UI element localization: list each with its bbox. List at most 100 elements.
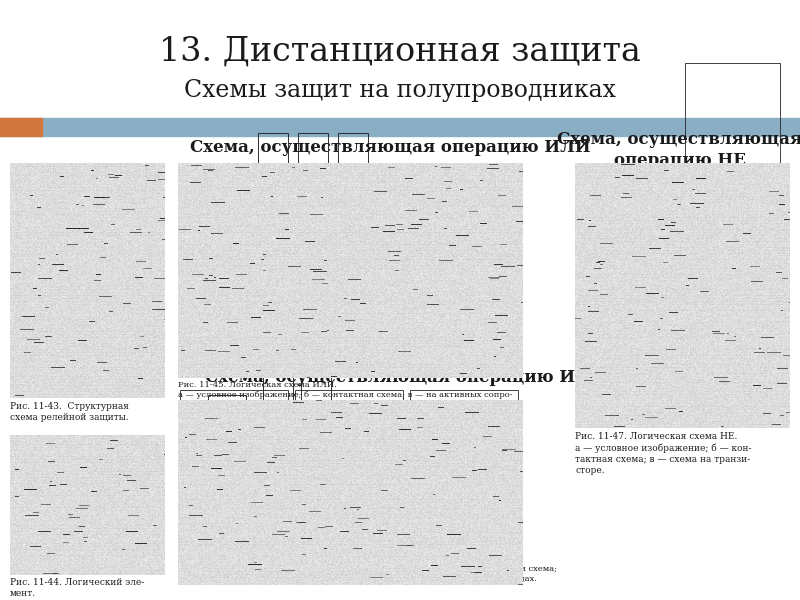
Text: Входной
сигнал: Входной сигнал: [20, 464, 48, 475]
Text: A: A: [183, 271, 187, 275]
Text: г): г): [345, 358, 351, 367]
Text: B: B: [298, 295, 302, 301]
Text: B: B: [183, 527, 187, 533]
Text: Выходной
сигнал: Выходной сигнал: [118, 464, 151, 475]
Bar: [65, 228, 103, 258]
Text: x: x: [388, 300, 392, 306]
Text: Т: Т: [758, 274, 762, 283]
Bar: [258, 133, 288, 188]
Text: Рис. 11-43.  Структурная
схема релейной защиты.: Рис. 11-43. Структурная схема релейной з…: [10, 402, 129, 422]
Text: A: A: [298, 497, 302, 503]
Bar: [208, 395, 246, 420]
Bar: [410, 390, 518, 480]
Text: ТН: ТН: [18, 280, 26, 286]
Text: б): б): [311, 469, 319, 478]
Text: Uвх: Uвх: [25, 500, 35, 505]
Text: x: x: [503, 517, 507, 523]
Text: ЛЧ: ЛЧ: [123, 269, 134, 277]
Bar: [338, 133, 368, 188]
Text: x: x: [250, 429, 254, 435]
Text: НЕ: НЕ: [608, 245, 620, 253]
Text: 1→: 1→: [580, 246, 590, 252]
Text: x: x: [273, 517, 277, 523]
Text: д): д): [459, 358, 467, 367]
Text: Uвых: Uвых: [118, 500, 133, 505]
Text: ИО: ИО: [82, 334, 94, 343]
Bar: [605, 166, 643, 188]
Bar: [188, 165, 233, 193]
Text: А: А: [275, 437, 281, 446]
Text: д): д): [459, 575, 467, 584]
Bar: [301, 370, 331, 418]
Bar: [295, 163, 403, 258]
Text: С: С: [350, 211, 356, 220]
Text: B: B: [413, 295, 418, 301]
Text: ЛЭ: ЛЭ: [78, 484, 91, 493]
Text: Схема, осуществляющая операцию И: Схема, осуществляющая операцию И: [205, 370, 575, 386]
Text: X(A): X(A): [647, 188, 663, 197]
Text: в): в): [230, 575, 237, 584]
Text: x: x: [358, 178, 362, 184]
Text: г): г): [345, 575, 351, 584]
Text: Рис. 11-45. Логическая схема ИЛИ.
а — условное изображение; б — контактная схема: Рис. 11-45. Логическая схема ИЛИ. а — ус…: [178, 381, 513, 409]
Text: Схема, осуществляющая
операцию НЕ: Схема, осуществляющая операцию НЕ: [558, 131, 800, 169]
Bar: [55, 475, 115, 503]
Text: C—: C—: [181, 209, 192, 214]
Bar: [0, 118, 800, 136]
Text: Схемы защит на полупроводниках: Схемы защит на полупроводниках: [184, 79, 616, 101]
Text: а): а): [214, 448, 222, 457]
Text: Рис. 11-47. Логическая схема НЕ.
а — условное изображение; б — кон-
тактная схем: Рис. 11-47. Логическая схема НЕ. а — усл…: [575, 432, 751, 475]
Bar: [50, 293, 125, 323]
Text: C: C: [413, 320, 418, 325]
Bar: [180, 390, 288, 480]
Text: B—: B—: [196, 430, 206, 434]
Text: Вых: Вых: [122, 236, 134, 241]
Text: В: В: [314, 437, 318, 446]
Text: Рис. 11-46. Логическая схема И.
а — условное изображение; б — контактная схема;
: Рис. 11-46. Логическая схема И. а — усло…: [330, 555, 557, 583]
Text: или: или: [203, 204, 217, 210]
Text: а): а): [601, 214, 609, 223]
Text: x: x: [236, 204, 240, 210]
Text: в): в): [230, 358, 237, 367]
Text: А: А: [270, 211, 276, 220]
Text: A: A: [183, 497, 187, 503]
Text: x: x: [503, 300, 507, 306]
Text: +: +: [350, 176, 357, 185]
Text: B—: B—: [181, 197, 191, 202]
Text: Rб: Rб: [690, 241, 698, 245]
Bar: [180, 163, 288, 258]
Text: B: B: [298, 527, 302, 533]
Text: +: +: [77, 181, 83, 190]
Text: A а): A а): [580, 268, 594, 274]
Text: б): б): [601, 278, 609, 287]
Text: Схема, осуществляющая операцию ИЛИ: Схема, осуществляющая операцию ИЛИ: [190, 139, 590, 157]
Text: A—: A—: [181, 185, 191, 191]
Text: И: И: [223, 427, 230, 436]
Text: A: A: [413, 497, 418, 503]
Text: б): б): [339, 244, 347, 253]
Bar: [410, 163, 518, 258]
Text: Рис. 11-44. Логический эле-
мент.: Рис. 11-44. Логический эле- мент.: [10, 578, 144, 598]
Bar: [110, 228, 148, 258]
Text: x: x: [343, 415, 347, 421]
Bar: [295, 390, 403, 480]
Text: В: В: [310, 211, 315, 220]
Text: а): а): [192, 223, 200, 232]
Text: B: B: [413, 527, 418, 533]
Text: C: C: [298, 320, 302, 325]
Text: B: B: [183, 295, 187, 301]
Text: 1→: 1→: [585, 196, 595, 202]
Text: ИО: ИО: [78, 269, 90, 277]
Bar: [595, 216, 633, 238]
Text: C: C: [183, 320, 187, 325]
Bar: [0, 118, 42, 136]
Text: 13. Дистанционная защита: 13. Дистанционная защита: [159, 36, 641, 68]
Text: +: +: [270, 176, 277, 185]
Bar: [263, 370, 293, 418]
Text: x: x: [273, 300, 277, 306]
Text: +: +: [310, 176, 317, 185]
Text: A—: A—: [196, 415, 206, 421]
Text: −: −: [126, 180, 134, 190]
Bar: [298, 133, 328, 188]
Text: x: x: [760, 230, 764, 236]
